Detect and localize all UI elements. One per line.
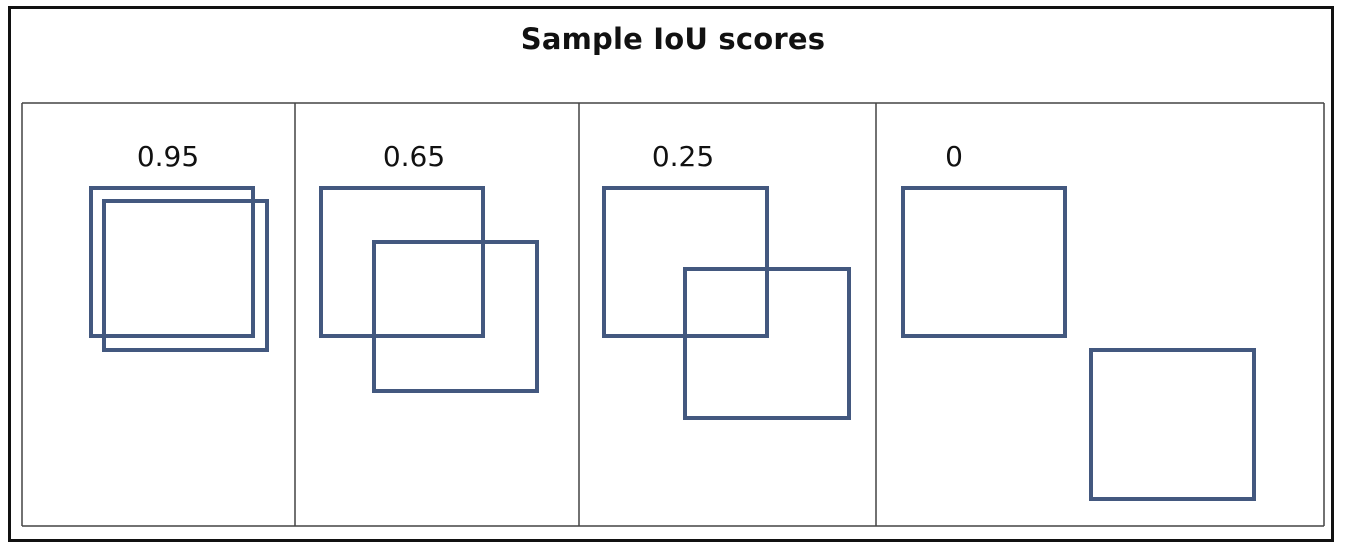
box-a [89,186,255,338]
score-label: 0.25 [652,140,714,173]
box-b [102,199,269,352]
panel-grid [21,102,1325,527]
box-b [372,240,539,393]
box-b [1089,348,1256,501]
panel-3: 0.25 [602,140,851,420]
diagram-title: Sample IoU scores [520,22,826,56]
score-label: 0 [945,140,963,173]
box-a [901,186,1067,338]
score-label: 0.65 [383,140,445,173]
panel-4: 0 [901,140,1256,501]
diagram-frame [8,6,1334,542]
panel-2: 0.65 [319,140,539,393]
score-label: 0.95 [137,140,199,173]
panel-1: 0.95 [89,140,269,352]
box-a [319,186,485,338]
box-b [683,267,851,420]
